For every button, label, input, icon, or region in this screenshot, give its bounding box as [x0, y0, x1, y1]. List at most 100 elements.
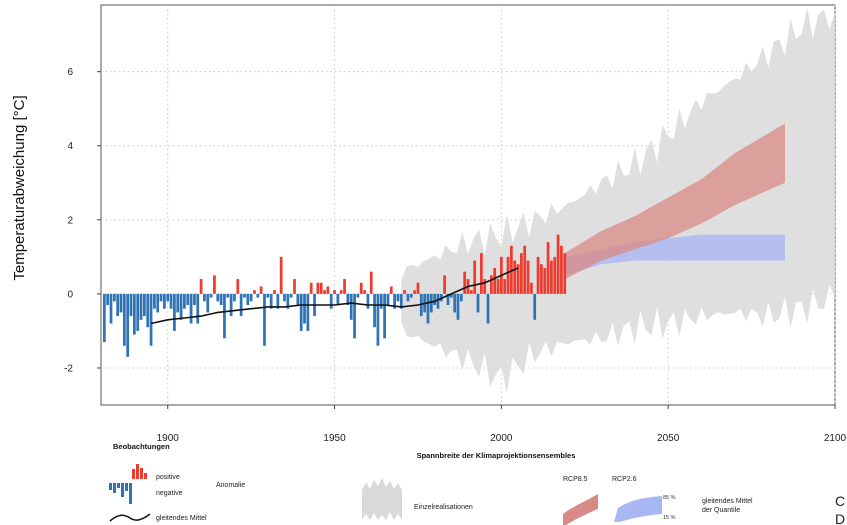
bar-positive — [443, 275, 447, 294]
ensemble-area — [401, 7, 835, 394]
bar-positive — [546, 242, 550, 294]
legend-mean: gleitendes Mittel — [156, 515, 207, 522]
bar-positive — [253, 290, 256, 294]
y-tick-label: 0 — [67, 289, 73, 300]
legend-q15: 15 % — [663, 515, 676, 521]
running-mean-line — [150, 267, 519, 325]
bar-negative — [146, 293, 150, 328]
bar-negative — [459, 293, 463, 302]
bar-negative — [102, 293, 106, 343]
bar-negative — [223, 293, 226, 339]
legend-anomaly: Anomalie — [216, 482, 245, 489]
bar-negative — [409, 293, 413, 298]
legend-negative: negative — [156, 490, 183, 497]
running-mean — [150, 267, 519, 325]
bar-positive — [513, 260, 517, 294]
bar-negative — [163, 293, 166, 309]
bar-positive — [493, 267, 497, 294]
bar-positive — [316, 282, 320, 294]
legend-rcp85-swatch — [563, 494, 598, 525]
bar-positive — [279, 256, 283, 294]
bar-positive — [293, 279, 296, 294]
bar-positive — [323, 290, 326, 294]
bar-positive — [560, 245, 563, 294]
bar-negative — [109, 293, 113, 324]
legend-projections: Spannbreite der Klimaprojektionsensemble… — [362, 451, 753, 525]
bar-positive — [403, 290, 406, 294]
bar-negative — [119, 293, 123, 313]
bar-negative — [149, 293, 153, 346]
bar-negative — [233, 293, 236, 302]
bar-positive — [503, 279, 507, 294]
bar-negative — [373, 293, 376, 328]
rcp85-band — [564, 123, 785, 280]
bar-positive — [309, 282, 313, 294]
x-tick-label: 2100 — [824, 433, 847, 444]
bar-negative — [356, 293, 360, 298]
bar-negative — [243, 293, 246, 298]
legend-obs-title: Beobachtungen — [113, 442, 170, 451]
bar-positive — [363, 290, 366, 294]
bar-negative — [449, 293, 453, 298]
bar-negative — [426, 293, 430, 324]
legend-q85: 85 % — [663, 495, 676, 501]
bar-positive — [556, 234, 560, 294]
bar-positive — [236, 279, 240, 294]
bar-negative — [112, 293, 116, 302]
bar-negative — [346, 293, 350, 305]
bar-negative — [166, 293, 170, 302]
y-tick-label: 4 — [67, 141, 73, 152]
bar-positive — [333, 290, 336, 294]
bar-positive — [563, 253, 567, 294]
bar-negative — [173, 293, 176, 331]
bar-negative — [246, 293, 250, 305]
legend-observations: Beobachtungen positive negative Anomalie… — [109, 442, 245, 522]
bar-negative — [139, 293, 143, 320]
y-tick-label: -2 — [64, 363, 73, 374]
bar-positive — [343, 279, 346, 294]
bar-negative — [476, 293, 480, 313]
bar-positive — [473, 260, 477, 294]
bar-negative — [436, 293, 440, 309]
legend-realizations: Einzelrealisationen — [414, 504, 473, 511]
bar-negative — [379, 293, 383, 309]
bar-negative — [169, 293, 173, 309]
bar-negative — [383, 293, 386, 339]
legend-quantile-mean-1: gleitendes Mittel — [702, 498, 753, 505]
legend-rcp85: RCP8.5 — [563, 476, 588, 483]
legend-quantile-mean-2: der Quantile — [702, 507, 740, 514]
bar-positive — [463, 271, 467, 294]
bar-negative — [396, 293, 400, 302]
y-axis-label: Temperaturabweichung [°C] — [11, 95, 28, 280]
bar-negative — [266, 293, 270, 298]
x-tick-label: 1950 — [323, 433, 346, 444]
bar-positive — [359, 282, 363, 294]
bar-positive — [413, 290, 416, 294]
bar-positive — [506, 256, 510, 294]
bar-negative — [446, 293, 450, 305]
bar-negative — [386, 293, 390, 305]
bar-negative — [159, 293, 163, 302]
bar-positive — [543, 267, 547, 294]
bar-positive — [520, 253, 523, 294]
bar-positive — [483, 279, 487, 294]
edge-text-c: C — [835, 493, 845, 509]
bar-negative — [136, 293, 140, 331]
bar-negative — [143, 293, 146, 317]
bar-negative — [453, 293, 457, 313]
legend-mean-swatch — [109, 513, 151, 522]
bar-negative — [263, 293, 266, 346]
bar-negative — [286, 293, 290, 309]
bar-negative — [433, 293, 437, 305]
bar-negative — [129, 293, 133, 317]
bar-negative — [299, 293, 303, 331]
edge-text-d: D — [835, 511, 845, 525]
bar-negative — [456, 293, 460, 320]
bar-negative — [176, 293, 180, 313]
projection-bands — [564, 123, 785, 280]
bar-negative — [116, 293, 120, 317]
bar-negative — [122, 293, 126, 346]
bar-positive — [523, 245, 527, 294]
bar-negative — [183, 293, 186, 309]
